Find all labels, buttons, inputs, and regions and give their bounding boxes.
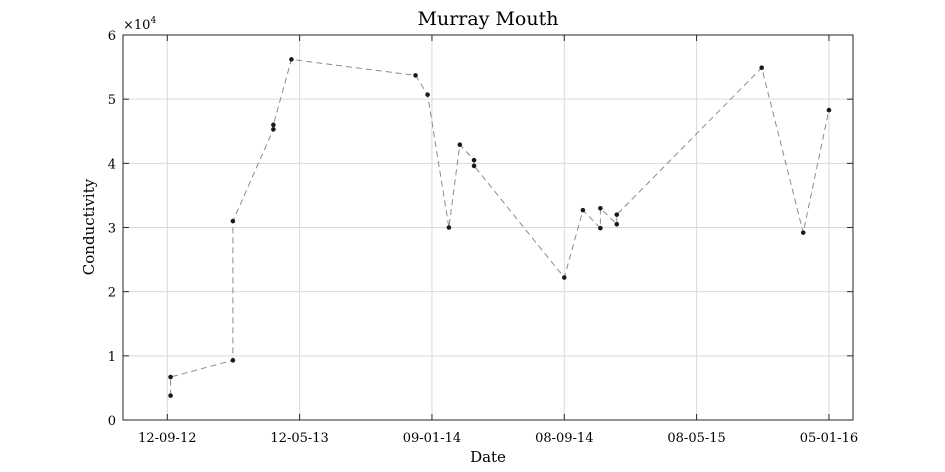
data-point: [471, 157, 477, 163]
y-tick-label: 6: [108, 29, 116, 44]
data-point: [457, 142, 463, 148]
y-tick-label: 4: [108, 157, 116, 172]
data-point: [759, 65, 764, 71]
y-tick-label: 0: [108, 414, 116, 429]
grid: [123, 35, 853, 420]
x-tick-label: 08-09-14: [535, 431, 593, 446]
y-tick-labels: 0 1 2 3 4 5 6: [108, 29, 116, 429]
data-point: [826, 107, 832, 113]
x-tick-label: 12-05-13: [270, 431, 328, 446]
data-point: [230, 218, 236, 224]
data-point: [289, 57, 294, 62]
data-point: [471, 163, 477, 169]
data-point: [446, 225, 452, 230]
y-tick-label: 5: [108, 93, 116, 108]
x-tick-label: 08-05-15: [667, 431, 725, 446]
y-exponent-base: ×10: [123, 18, 150, 33]
y-tick-label: 3: [108, 222, 116, 237]
data-point: [413, 73, 418, 78]
y-exponent: ×104: [123, 16, 156, 33]
data-point: [580, 207, 586, 213]
y-tick-label: 1: [108, 350, 116, 365]
y-tick-label: 2: [108, 286, 116, 301]
data-point: [598, 225, 603, 231]
data-point: [614, 212, 620, 217]
data-point: [800, 230, 806, 235]
y-axis-label: Conductivity: [80, 178, 98, 275]
data-point: [271, 122, 276, 128]
x-tick-label: 12-09-12: [138, 431, 196, 446]
x-tick-label: 09-01-14: [403, 431, 461, 446]
x-axis-label: Date: [470, 448, 506, 466]
series-layer: [168, 57, 832, 398]
data-point: [598, 205, 603, 211]
series-line: [170, 58, 830, 396]
ticks: [123, 34, 853, 421]
x-tick-label: 05-01-16: [800, 431, 858, 446]
data-point: [168, 374, 173, 380]
data-point: [230, 358, 236, 363]
chart-title: Murray Mouth: [418, 8, 559, 30]
y-exponent-power: 4: [150, 16, 156, 26]
data-point: [168, 393, 173, 398]
x-tick-labels: 12-09-12 12-05-13 09-01-14 08-09-14 08-05-15…: [138, 431, 858, 446]
data-point: [425, 92, 430, 97]
data-point: [561, 275, 567, 280]
data-point: [614, 221, 620, 227]
data-point: [271, 127, 276, 132]
